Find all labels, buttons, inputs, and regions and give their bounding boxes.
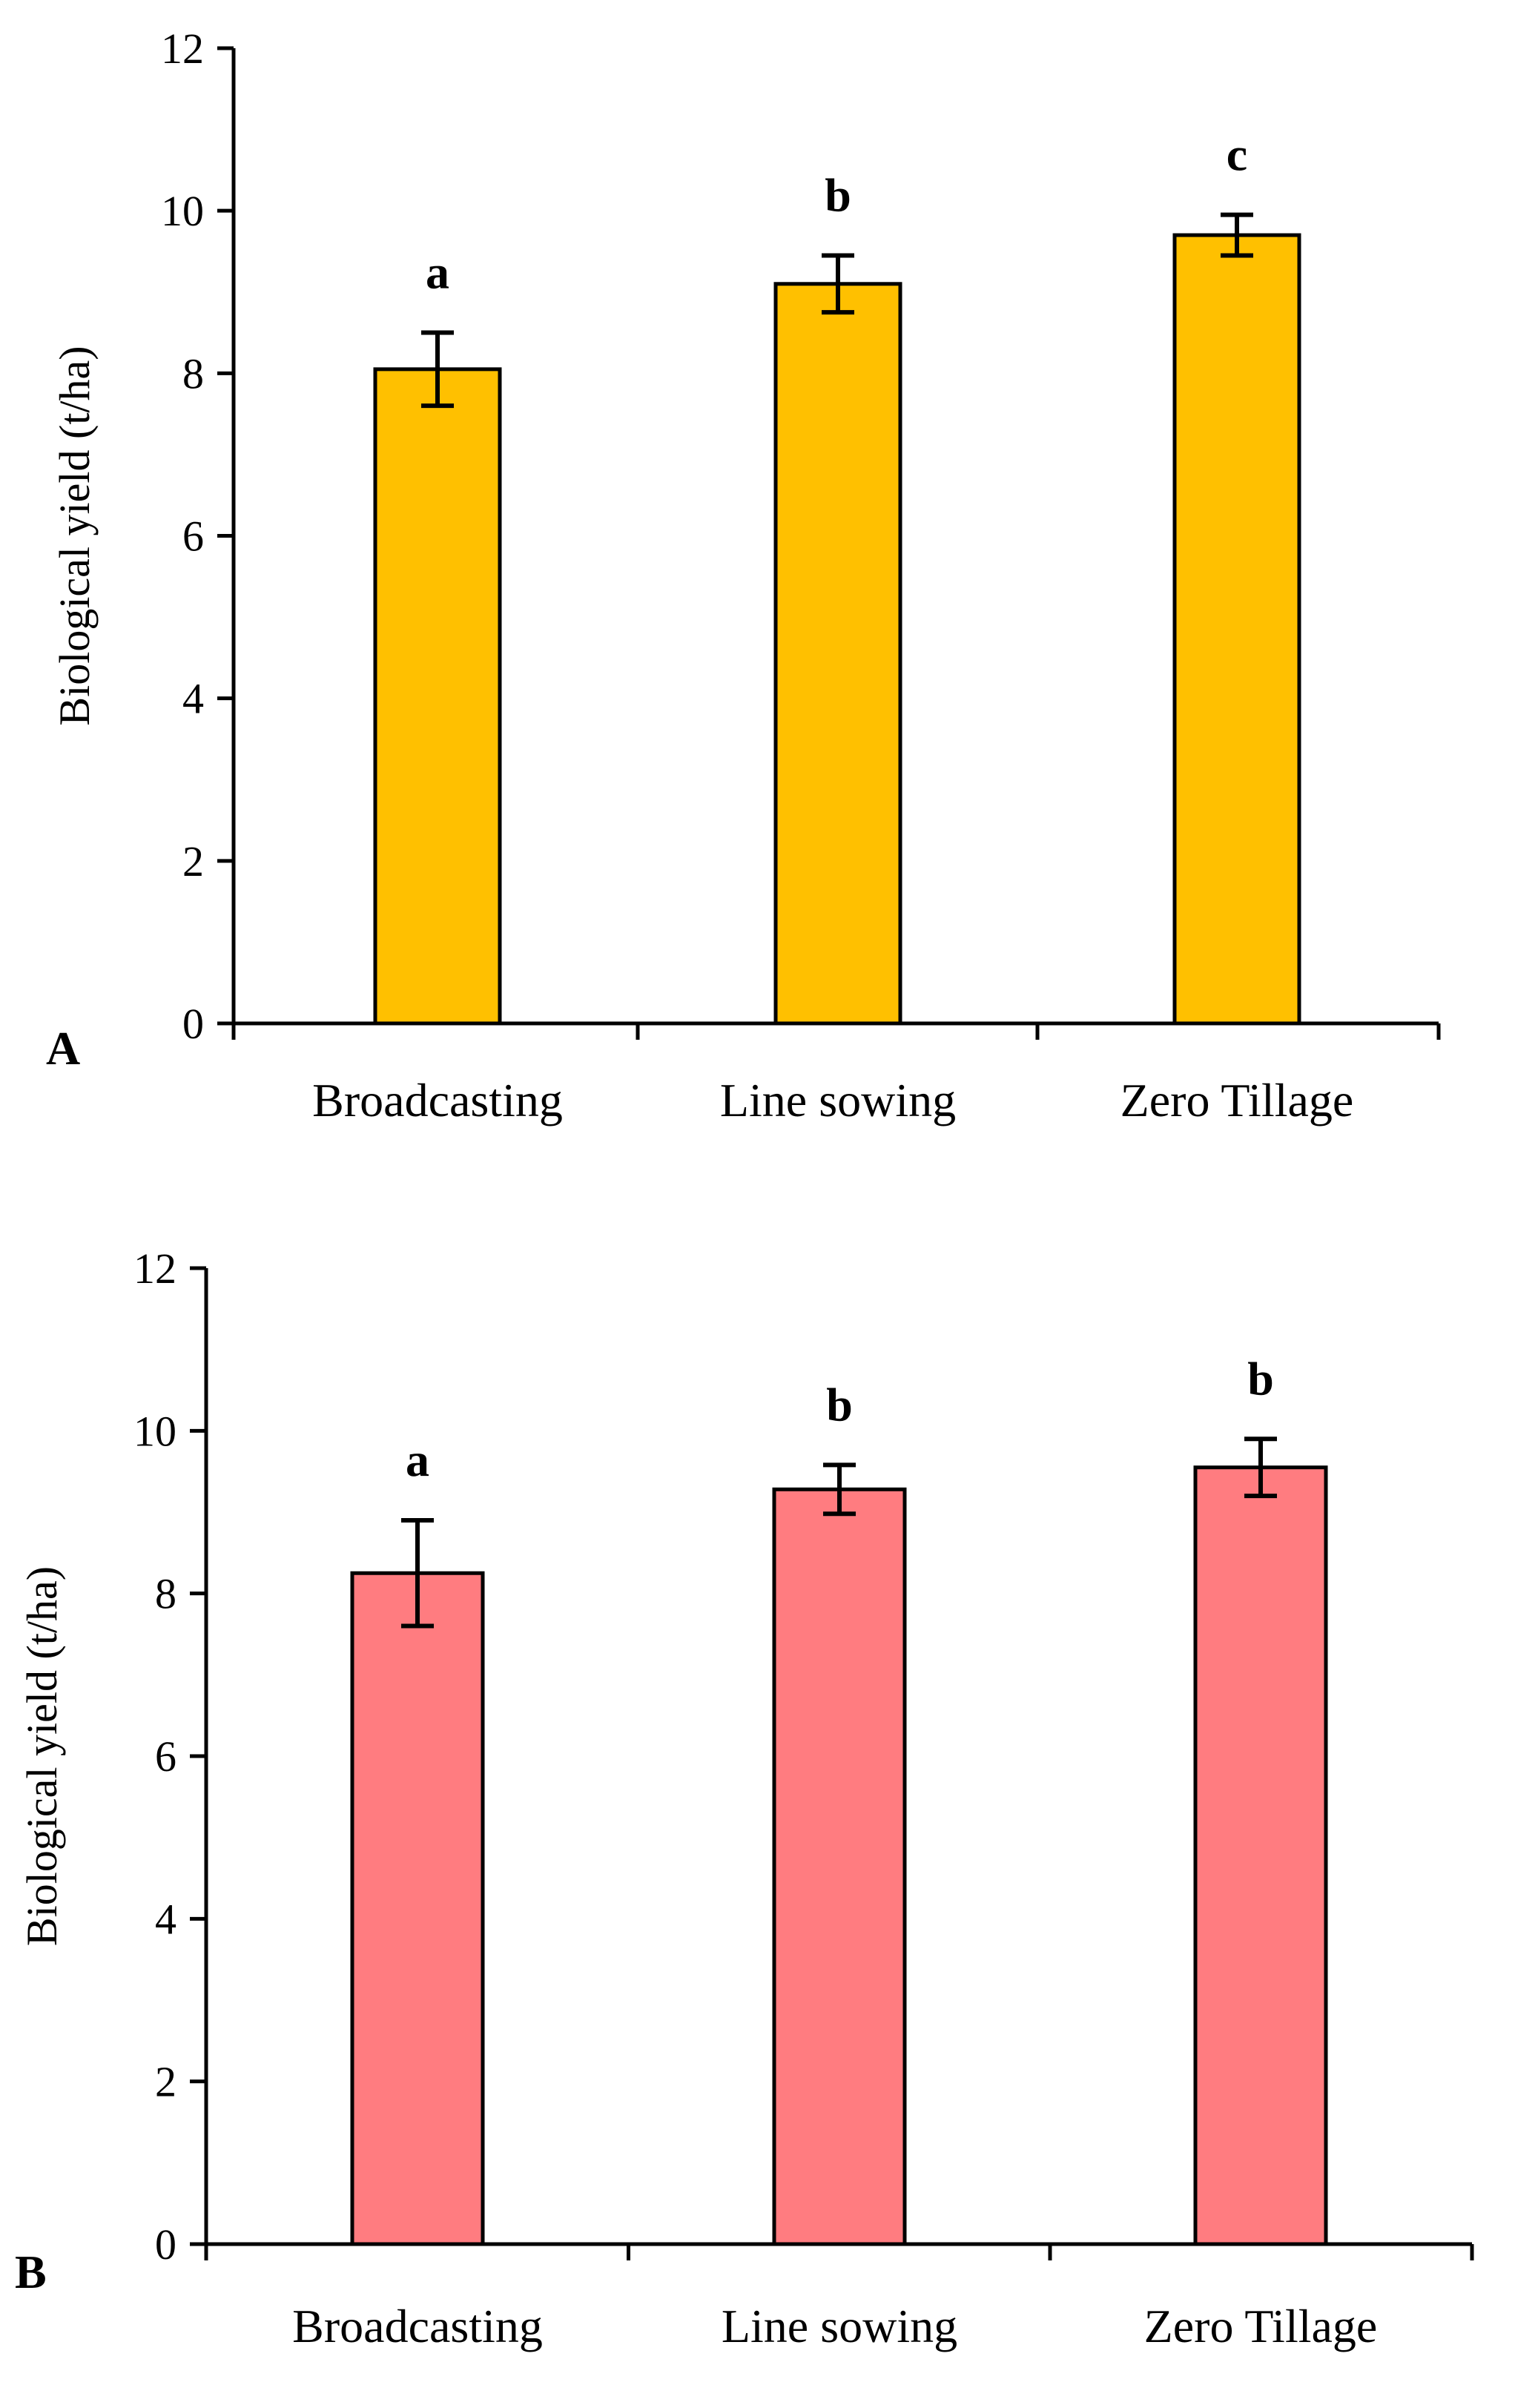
y-tick-label: 12 (133, 1244, 176, 1293)
chart-panel-a: 0 2 4 6 8 10 12 a Broadcasting b Line sowing c Zero … (46, 24, 1441, 1127)
y-tick-label: 0 (182, 1000, 204, 1048)
x-tick-label: Zero Tillage (1120, 1074, 1354, 1127)
y-tick-label: 6 (155, 1732, 176, 1781)
bar-line-sowing (773, 282, 902, 1026)
significance-letter: b (1247, 1352, 1274, 1405)
y-tick-label: 10 (133, 1407, 176, 1455)
bar-line-sowing (772, 1487, 907, 2246)
y-tick-label: 8 (182, 349, 204, 398)
y-tick-label: 2 (155, 2058, 176, 2106)
y-tick-label: 0 (155, 2220, 176, 2269)
y-tick-label: 6 (182, 512, 204, 561)
bar-broadcasting (350, 1571, 485, 2246)
significance-letter: a (426, 246, 449, 299)
bar-zero-tillage (1193, 1465, 1328, 2246)
y-tick-label: 8 (155, 1570, 176, 1618)
y-tick-label: 12 (161, 24, 204, 73)
x-tick-label: Line sowing (720, 1074, 956, 1127)
significance-letter: b (826, 1378, 853, 1431)
x-tick-label: Broadcasting (292, 2300, 543, 2352)
significance-letter: b (825, 168, 851, 221)
bar-broadcasting (373, 367, 502, 1026)
y-tick-label: 2 (182, 837, 204, 885)
significance-letter: c (1227, 128, 1247, 181)
x-tick-label: Line sowing (722, 2300, 957, 2352)
y-axis-title: Biological yield (t/ha) (18, 1566, 66, 1946)
y-tick-label: 10 (161, 187, 204, 235)
y-tick-label: 4 (182, 675, 204, 723)
y-axis-title: Biological yield (t/ha) (50, 346, 99, 725)
panel-label: A (46, 1022, 80, 1075)
bar-zero-tillage (1172, 233, 1301, 1026)
panel-label: B (15, 2246, 47, 2298)
chart-panel-b: 0 2 4 6 8 10 12 a Broadcasting b Line sowing b Zero … (15, 1244, 1474, 2352)
y-tick-label: 4 (155, 1895, 176, 1943)
x-tick-label: Zero Tillage (1144, 2300, 1378, 2352)
significance-letter: a (406, 1434, 429, 1486)
x-tick-label: Broadcasting (312, 1074, 563, 1127)
